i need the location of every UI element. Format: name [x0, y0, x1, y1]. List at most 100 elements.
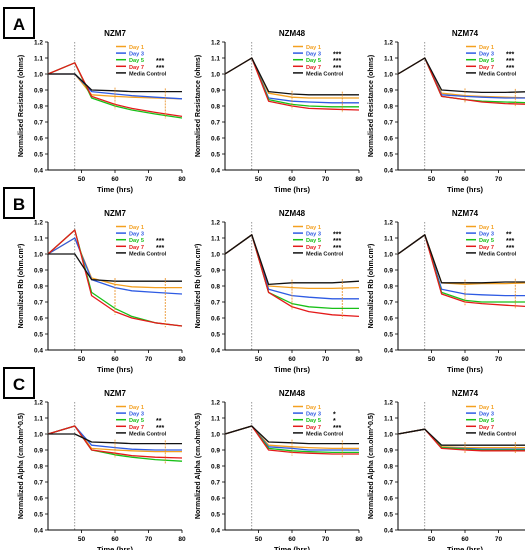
legend-label: Day 7	[306, 425, 321, 431]
significance-stars: *	[333, 418, 336, 425]
y-tick-label: 0.5	[211, 332, 220, 339]
y-tick-label: 0.8	[211, 284, 220, 291]
y-tick-label: 1.0	[34, 432, 43, 439]
legend-label: Day 1	[129, 225, 144, 231]
x-tick-label: 70	[145, 356, 153, 363]
y-tick-label: 0.8	[384, 464, 393, 471]
chart-panel-3: NZM740.40.50.60.70.80.91.01.11.250607080…	[368, 29, 525, 194]
legend-label: Media Control	[129, 431, 167, 437]
y-tick-label: 0.9	[34, 88, 43, 95]
legend-label: Day 1	[479, 405, 494, 411]
y-tick-label: 0.7	[384, 480, 393, 487]
legend-label: Day 1	[306, 225, 321, 231]
x-tick-label: 80	[355, 356, 363, 363]
y-tick-label: 0.6	[34, 136, 43, 143]
panel-label-box	[3, 367, 35, 399]
x-tick-label: 70	[322, 536, 330, 543]
legend-label: Day 7	[306, 65, 321, 71]
y-tick-label: 1.1	[211, 56, 220, 63]
y-tick-label: 1.1	[34, 416, 43, 423]
x-tick-label: 60	[288, 356, 296, 363]
y-tick-label: 0.6	[211, 316, 220, 323]
legend-label: Day 3	[479, 412, 494, 418]
y-tick-label: 1.0	[34, 72, 43, 79]
legend-label: Day 1	[306, 45, 321, 51]
significance-stars: ***	[333, 65, 341, 72]
y-tick-label: 1.1	[211, 236, 220, 243]
significance-stars: ***	[506, 65, 514, 72]
legend-label: Day 5	[306, 418, 321, 424]
x-axis-label: Time (hrs)	[447, 365, 484, 374]
y-tick-label: 1.1	[34, 56, 43, 63]
legend-label: Media Control	[479, 431, 517, 437]
x-tick-label: 50	[255, 536, 263, 543]
x-axis-label: Time (hrs)	[97, 365, 134, 374]
y-tick-label: 1.2	[211, 40, 220, 47]
x-tick-label: 60	[111, 356, 119, 363]
x-tick-label: 50	[428, 536, 436, 543]
legend-label: Day 7	[129, 425, 144, 431]
legend-label: Day 5	[479, 238, 494, 244]
y-tick-label: 0.7	[211, 480, 220, 487]
chart-title: NZM48	[279, 389, 306, 398]
legend-label: Day 5	[129, 58, 144, 64]
legend-label: Day 5	[479, 418, 494, 424]
legend-label: Media Control	[129, 251, 167, 257]
y-axis-label: Normalised Resistance (ohms)	[195, 55, 202, 157]
legend-label: Media Control	[129, 71, 167, 77]
x-tick-label: 60	[288, 176, 296, 183]
legend-label: Day 1	[129, 45, 144, 51]
y-tick-label: 0.8	[211, 104, 220, 111]
legend-label: Day 5	[306, 58, 321, 64]
y-tick-label: 0.7	[211, 300, 220, 307]
y-tick-label: 0.8	[211, 464, 220, 471]
y-tick-label: 0.5	[34, 152, 43, 159]
y-tick-label: 0.6	[211, 496, 220, 503]
legend-label: Media Control	[479, 71, 517, 77]
y-tick-label: 1.1	[34, 236, 43, 243]
y-tick-label: 0.5	[211, 152, 220, 159]
y-tick-label: 0.6	[384, 316, 393, 323]
legend-label: Media Control	[306, 431, 344, 437]
legend-label: Day 3	[306, 412, 321, 418]
significance-stars: ***	[156, 58, 164, 65]
legend-label: Day 3	[129, 232, 144, 238]
significance-stars: ***	[506, 238, 514, 245]
legend-label: Day 1	[479, 225, 494, 231]
x-tick-label: 70	[322, 176, 330, 183]
y-tick-label: 0.9	[384, 448, 393, 455]
chart-title: NZM7	[104, 29, 126, 38]
y-tick-label: 0.8	[384, 284, 393, 291]
y-tick-label: 1.2	[211, 220, 220, 227]
y-tick-label: 1.0	[34, 252, 43, 259]
y-tick-label: 0.8	[384, 104, 393, 111]
panel-label-box	[3, 7, 35, 39]
x-tick-label: 70	[495, 536, 503, 543]
y-tick-label: 0.8	[34, 104, 43, 111]
y-tick-label: 0.9	[211, 88, 220, 95]
y-tick-label: 1.0	[211, 252, 220, 259]
significance-stars: *	[333, 412, 336, 419]
y-axis-label: Normalized Alpha (cm.ohm^0.5)	[367, 413, 375, 519]
y-tick-label: 1.0	[384, 432, 393, 439]
y-tick-label: 1.1	[384, 416, 393, 423]
x-axis-label: Time (hrs)	[447, 185, 484, 194]
y-tick-label: 1.2	[34, 40, 43, 47]
chart-panel-6: NZM740.40.50.60.70.80.91.01.11.250607080…	[368, 209, 525, 374]
legend-label: Day 3	[479, 232, 494, 238]
x-tick-label: 70	[145, 536, 153, 543]
y-tick-label: 1.2	[384, 220, 393, 227]
significance-stars: ***	[156, 425, 164, 432]
significance-stars: ***	[156, 245, 164, 252]
chart-title: NZM48	[279, 29, 306, 38]
y-tick-label: 0.7	[384, 120, 393, 127]
panel-label: A	[13, 15, 25, 34]
y-tick-label: 1.0	[211, 72, 220, 79]
y-tick-label: 0.4	[384, 528, 393, 535]
x-tick-label: 50	[78, 356, 86, 363]
x-tick-label: 60	[461, 356, 469, 363]
x-tick-label: 70	[322, 356, 330, 363]
legend-label: Day 3	[306, 232, 321, 238]
legend-label: Media Control	[306, 251, 344, 257]
